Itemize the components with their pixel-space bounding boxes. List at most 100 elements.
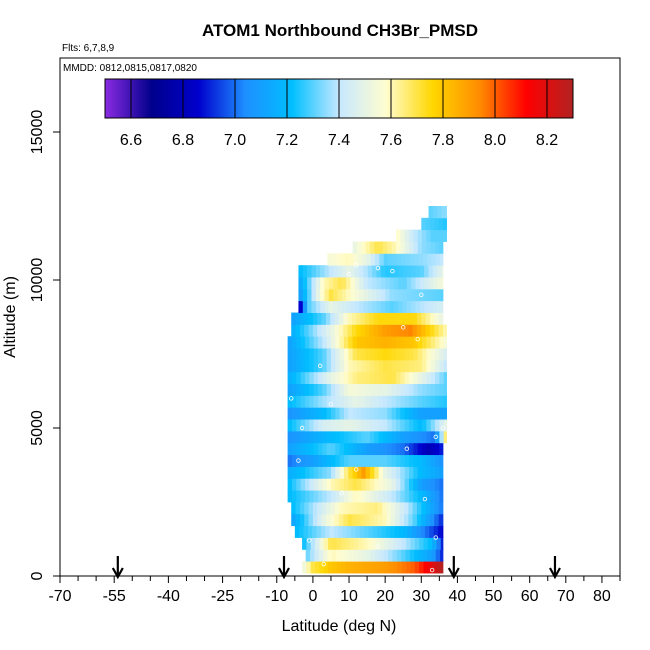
heatmap-cell (348, 419, 354, 432)
heatmap-cell (439, 478, 444, 491)
heatmap-cell (311, 300, 317, 313)
heatmap-cell (299, 324, 305, 337)
heatmap-cell (317, 395, 323, 408)
heatmap-cell (338, 513, 344, 527)
heatmap-cell (343, 454, 349, 467)
heatmap-cell (356, 502, 361, 515)
heatmap-cell (430, 407, 436, 420)
heatmap-cell (312, 513, 318, 527)
heatmap-cell (438, 324, 444, 337)
heatmap-cell (378, 395, 384, 408)
heatmap-cell (409, 241, 414, 254)
heatmap-cell (409, 359, 414, 373)
heatmap-cell (443, 229, 447, 242)
heatmap-cell (399, 312, 405, 325)
heatmap-cell (298, 300, 304, 313)
heatmap-cell (352, 241, 358, 254)
heatmap-cell (302, 561, 307, 574)
heatmap-cell (343, 348, 349, 361)
heatmap-cell (432, 300, 438, 313)
heatmap-cell (313, 407, 319, 420)
heatmap-cell (429, 525, 434, 538)
heatmap-cell (439, 395, 445, 408)
heatmap-cell (422, 442, 427, 456)
heatmap-cell (374, 466, 380, 479)
heatmap-cell (338, 525, 343, 538)
heatmap-cell (287, 478, 293, 491)
heatmap-cell (374, 442, 380, 456)
heatmap-cell (374, 336, 380, 349)
heatmap-cell (371, 537, 377, 550)
heatmap-cell (418, 549, 424, 562)
heatmap-cell (311, 277, 317, 290)
heatmap-cell (372, 300, 377, 313)
heatmap-cell (437, 277, 442, 290)
heatmap-cell (378, 348, 384, 361)
heatmap-cell (391, 383, 397, 396)
heatmap-cell (382, 241, 388, 254)
heatmap-cell (432, 288, 438, 302)
heatmap-cell (339, 395, 345, 408)
heatmap-cell (312, 324, 318, 337)
heatmap-cell (440, 549, 444, 562)
heatmap-cell (339, 454, 345, 467)
observation-points (289, 263, 446, 573)
heatmap-cell (302, 277, 308, 290)
heatmap-cell (404, 336, 410, 349)
observation-point (354, 467, 359, 472)
heatmap-cell (309, 419, 315, 432)
heatmap-cell (387, 430, 393, 444)
heatmap-cell (422, 241, 427, 254)
heatmap-cell (408, 513, 414, 527)
heatmap-cell (350, 300, 356, 313)
heatmap-cell (409, 419, 414, 432)
heatmap-cell (360, 502, 366, 515)
heatmap-cell (429, 513, 435, 527)
heatmap-cell (369, 324, 374, 337)
heatmap-cell (391, 454, 397, 467)
heatmap-cell (430, 478, 436, 491)
heatmap-cell (432, 265, 438, 278)
heatmap-cell (380, 265, 386, 278)
heatmap-cell (406, 288, 412, 302)
heatmap-cell (397, 537, 403, 550)
heatmap-cell (375, 537, 381, 550)
heatmap-cell (443, 348, 447, 361)
heatmap-cell (396, 466, 401, 479)
heatmap-cell (400, 371, 406, 384)
heatmap-cell (435, 466, 440, 479)
heatmap-cell (361, 430, 367, 444)
heatmap-cell (365, 241, 371, 254)
heatmap-cell (330, 324, 335, 337)
heatmap-cell (430, 395, 436, 408)
heatmap-cell (392, 549, 398, 562)
heatmap-cell (404, 478, 410, 491)
heatmap-cell (296, 336, 302, 349)
heatmap-cell (382, 513, 388, 527)
heatmap-cell (366, 549, 372, 562)
heatmap-cell (439, 371, 445, 384)
heatmap-cell (413, 419, 419, 432)
heatmap-cell (435, 371, 440, 384)
heatmap-cell (427, 561, 433, 574)
heatmap-cell (435, 229, 440, 242)
heatmap-cell (326, 478, 332, 491)
heatmap-cell (321, 324, 327, 337)
heatmap-cell (330, 312, 335, 325)
heatmap-cell (336, 561, 342, 574)
heatmap-cell (363, 277, 369, 290)
heatmap-cell (291, 490, 297, 503)
heatmap-cell (387, 407, 393, 420)
heatmap-cell (365, 359, 371, 373)
heatmap-cell (376, 265, 382, 278)
heatmap-cell (409, 336, 414, 349)
heatmap-cell (327, 549, 333, 562)
heatmap-cell (330, 336, 336, 349)
heatmap-cell (325, 324, 331, 337)
heatmap-cell (354, 288, 360, 302)
heatmap-cell (405, 253, 411, 266)
heatmap-cell (391, 348, 397, 361)
observation-point (299, 425, 305, 431)
heatmap-cell (326, 348, 332, 361)
heatmap-cell (341, 288, 347, 302)
